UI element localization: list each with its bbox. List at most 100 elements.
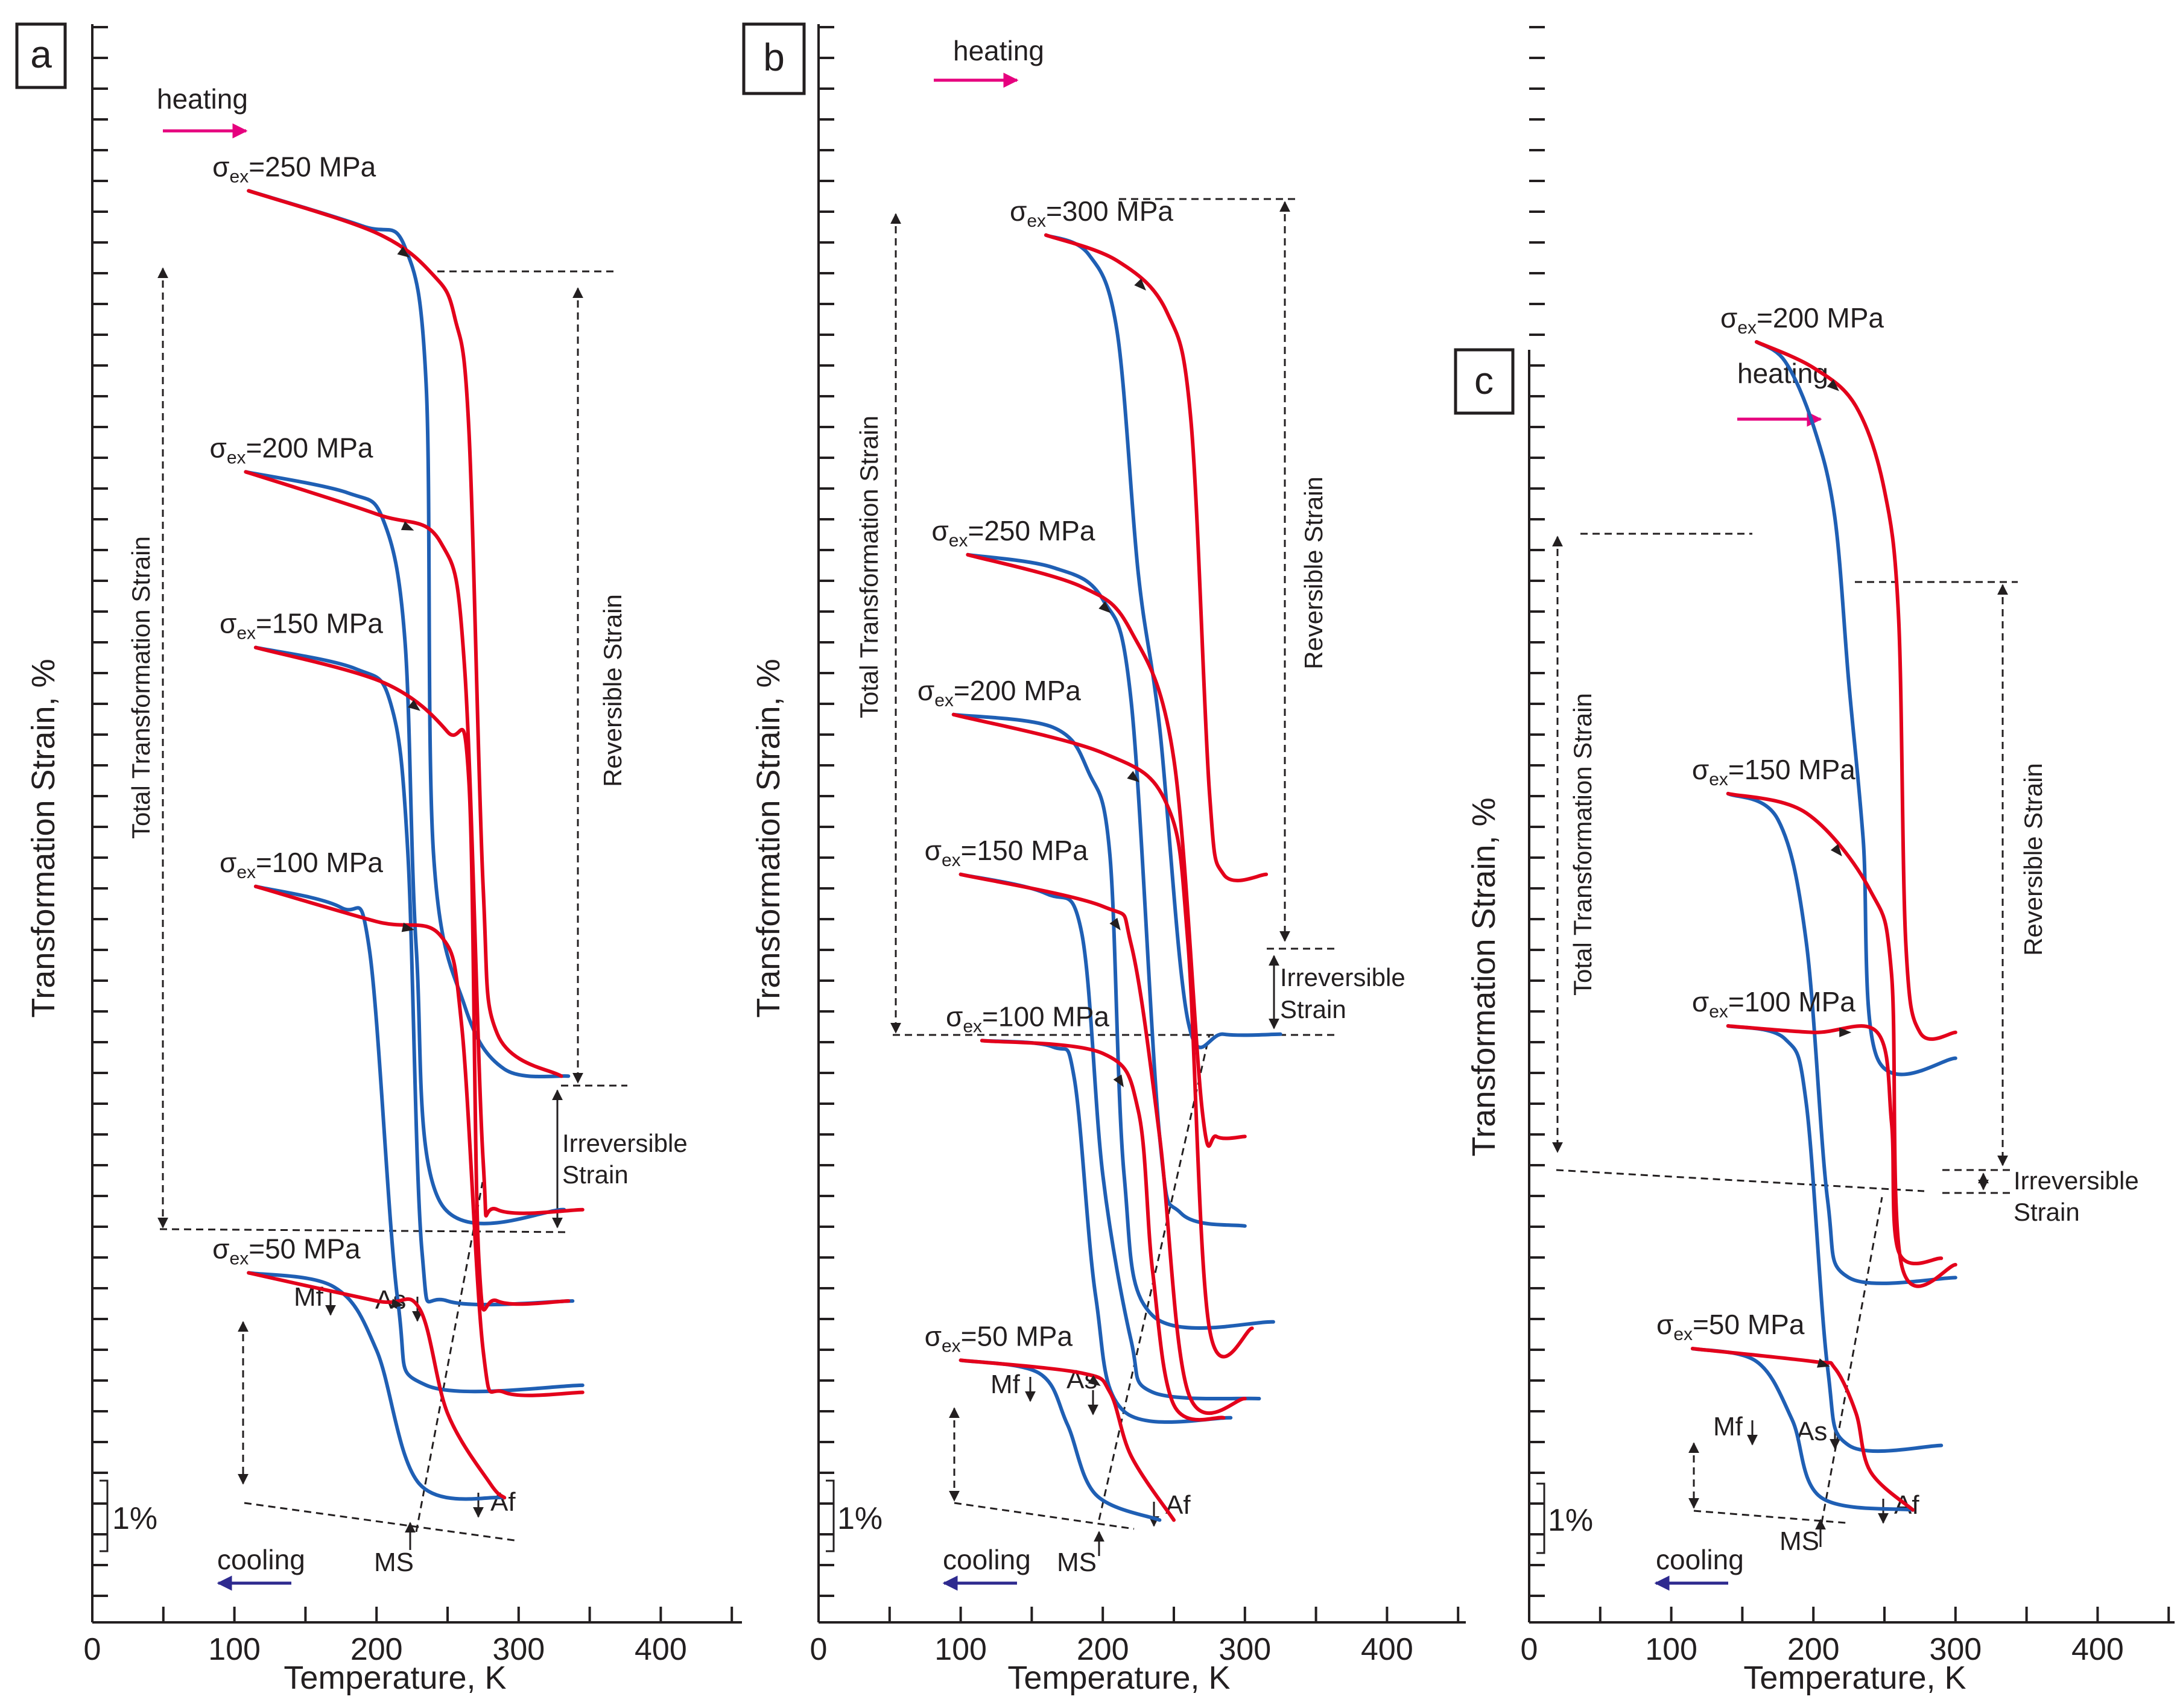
series-1: σex=250 MPa: [931, 515, 1247, 1228]
direction-arrow: [1839, 1027, 1852, 1037]
x-tick-label: 400: [1361, 1632, 1413, 1667]
series-label: σex=100 MPa: [220, 847, 383, 882]
scale-bar-label: 1%: [837, 1501, 883, 1536]
direction-arrow: [397, 246, 410, 258]
cooling-curve: [1755, 340, 1957, 1077]
x-tick-label: 400: [635, 1632, 687, 1667]
ms-label: MS: [374, 1548, 414, 1577]
series-4: σex=50 MPa: [212, 1233, 507, 1501]
heating-curve: [253, 884, 585, 1397]
x-tick-label: 0: [1521, 1632, 1538, 1667]
heating-curve: [253, 645, 571, 1312]
panel-c: c 0 100 200 300 400 Temperature, K Transform…: [1454, 26, 2175, 1696]
cooling-curve: [247, 1271, 507, 1501]
series-label: σex=200 MPa: [209, 432, 373, 467]
direction-arrow: [1127, 771, 1140, 783]
panel-b-cooling-indicator: cooling: [942, 1544, 1031, 1591]
direction-arrow: [391, 1298, 404, 1309]
heating-curve: [1726, 791, 1957, 1288]
scale-bar-label: 1%: [112, 1501, 157, 1536]
panel-c-transformation-markers: Mf As Af MS: [1713, 1412, 1919, 1556]
panel-a-plot-area: σex=250 MPa σex=200 MPa σex=150 MPa σex=100…: [209, 151, 585, 1501]
series-3: σex=150 MPa: [925, 835, 1261, 1415]
x-tick-label: 400: [2071, 1632, 2124, 1667]
direction-arrow: [1830, 844, 1842, 856]
cooling-label: cooling: [1656, 1544, 1744, 1575]
total-strain-base-line: [159, 1228, 571, 1233]
af-trend-line: [415, 1181, 484, 1532]
panel-c-heating-indicator: heating: [1737, 358, 1828, 427]
panel-a-label: a: [30, 33, 52, 76]
af-trend-line: [1098, 1034, 1211, 1520]
series-label: σex=200 MPa: [917, 675, 1081, 710]
series-2: σex=150 MPa: [220, 608, 575, 1312]
panel-c-scale-bar: 1%: [1536, 1482, 1593, 1554]
panel-c-strain-annotations: Total Transformation Strain Reversible S…: [1552, 533, 2139, 1556]
scale-bar-label: 1%: [1548, 1503, 1593, 1538]
x-tick-label: 100: [1645, 1632, 1697, 1667]
panel-a: a 0 100 200 300 400 Temperature, K Transform…: [15, 22, 742, 1696]
heating-curve: [1690, 1347, 1915, 1512]
heating-curve: [959, 872, 1247, 1415]
panel-c-y-axis-label: Transformation Strain, %: [1466, 797, 1502, 1156]
panel-b-x-ticks: 0 100 200 300 400: [810, 1607, 1460, 1667]
cooling-curve: [1044, 233, 1282, 1049]
cooling-label: cooling: [943, 1544, 1031, 1575]
heating-label: heating: [953, 35, 1044, 66]
series-label: σex=50 MPa: [925, 1320, 1073, 1356]
cooling-curve: [951, 712, 1275, 1330]
panel-c-label: c: [1474, 359, 1494, 402]
series-1: σex=150 MPa: [1692, 754, 1957, 1288]
series-3: σex=50 MPa: [1656, 1309, 1915, 1512]
cooling-curve: [253, 645, 575, 1307]
series-4: σex=100 MPa: [946, 1001, 1233, 1424]
total-strain-label: Total Transformation Strain: [1568, 693, 1597, 996]
panel-a-y-ticks: [92, 26, 108, 1597]
panel-a-cooling-indicator: cooling: [217, 1544, 305, 1591]
series-label: σex=100 MPa: [946, 1001, 1109, 1036]
series-0: σex=300 MPa: [1010, 195, 1282, 1049]
series-label: σex=50 MPa: [1656, 1309, 1805, 1344]
cooling-curve: [980, 1039, 1233, 1424]
direction-arrow: [1088, 1375, 1101, 1387]
mf-label: Mf: [1713, 1412, 1743, 1441]
cooling-curve: [959, 872, 1261, 1401]
panel-a-heating-indicator: heating: [157, 83, 248, 139]
panel-a-scale-bar: 1%: [100, 1479, 157, 1552]
x-tick-label: 0: [84, 1632, 101, 1667]
cooling-curve: [1726, 1024, 1944, 1453]
panel-c-x-ticks: 0 100 200 300 400: [1521, 1607, 2170, 1667]
ms-label: MS: [1779, 1526, 1819, 1556]
ms-base-line: [244, 1502, 519, 1542]
heating-curve: [980, 1039, 1226, 1422]
series-label: σex=150 MPa: [925, 835, 1088, 870]
irreversible-strain-label-2: Strain: [1280, 995, 1346, 1023]
series-2: σex=200 MPa: [917, 675, 1275, 1359]
panel-a-label-box: a: [15, 22, 67, 89]
panel-c-cooling-indicator: cooling: [1654, 1544, 1744, 1591]
panel-b-scale-bar: 1%: [826, 1479, 883, 1552]
direction-arrow: [1817, 1358, 1830, 1368]
total-strain-base-line: [1556, 1169, 1925, 1192]
panel-b-y-ticks: [819, 26, 834, 1597]
cooling-label: cooling: [217, 1544, 305, 1575]
panel-c-label-box: c: [1454, 348, 1515, 415]
direction-arrow: [401, 922, 414, 932]
series-label: σex=50 MPa: [212, 1233, 361, 1269]
panel-b-strain-annotations: Total Transformation Strain Reversible S…: [855, 198, 1405, 1577]
irreversible-strain-label-1: Irreversible: [1280, 963, 1405, 992]
heating-curve: [247, 1271, 507, 1500]
panel-b: b 0 100 200 300 400 Temperature, K Transform…: [742, 22, 1466, 1696]
series-label: σex=150 MPa: [220, 608, 383, 644]
ms-base-line: [954, 1502, 1135, 1530]
series-label: σex=250 MPa: [212, 151, 376, 186]
ms-label: MS: [1057, 1548, 1097, 1577]
direction-arrow: [1134, 278, 1146, 291]
direction-arrow: [1098, 601, 1111, 613]
direction-arrow: [408, 700, 420, 711]
direction-arrow: [1113, 1074, 1124, 1087]
direction-arrow: [1109, 917, 1121, 931]
series-0: σex=200 MPa: [1720, 302, 1957, 1077]
series-label: σex=150 MPa: [1692, 754, 1855, 789]
reversible-strain-label: Reversible Strain: [1299, 476, 1328, 669]
